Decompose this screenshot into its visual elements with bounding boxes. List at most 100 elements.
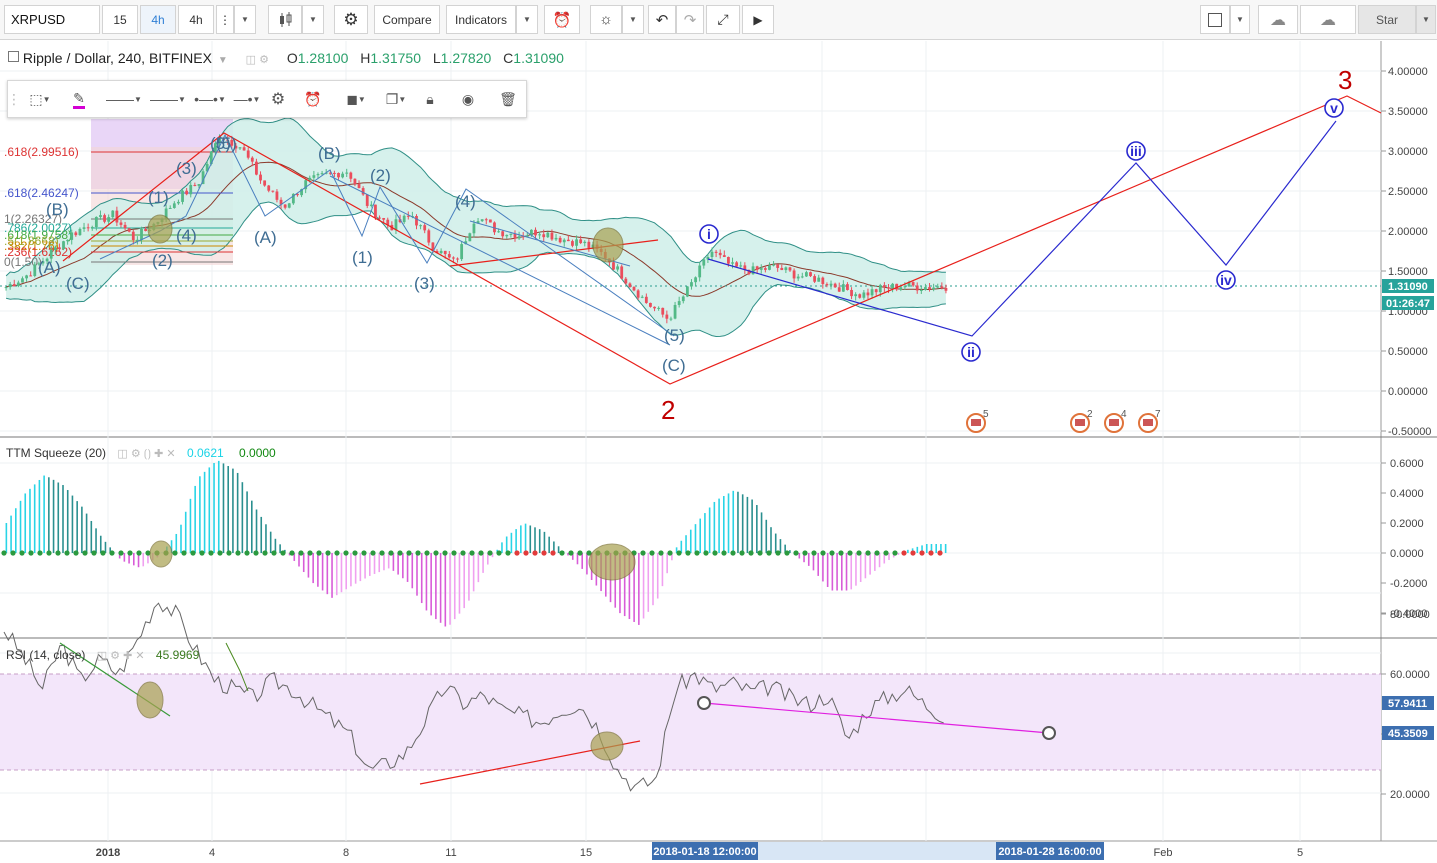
- chart-type-dropdown-icon[interactable]: ▼: [302, 5, 324, 34]
- play-replay-icon[interactable]: ▶: [742, 5, 774, 34]
- chart-canvas[interactable]: .618(2.99516) .618(2.46247) 1(2.26327).786…: [0, 41, 1437, 863]
- candle-body: [788, 267, 792, 271]
- lightbulb-icon[interactable]: ☼: [590, 5, 622, 34]
- low-label: L: [432, 50, 441, 66]
- title-dropdown-icon[interactable]: ▼: [217, 55, 228, 66]
- x-tick-label: 15: [580, 847, 592, 859]
- line-style-icon[interactable]: —— ▼: [106, 91, 142, 107]
- rsi-y-tick-label: 20.0000: [1390, 789, 1430, 801]
- candle-body: [267, 185, 271, 191]
- star-button[interactable]: Star: [1358, 5, 1416, 34]
- layout-square-icon[interactable]: [1200, 5, 1230, 34]
- alert-clock-icon[interactable]: ⏰: [544, 5, 580, 34]
- star-dropdown-icon[interactable]: ▼: [1416, 5, 1436, 34]
- circled-wave-marker: [1126, 141, 1146, 161]
- wave-label: (2): [152, 251, 173, 270]
- rsi-badge-2-text: 45.3509: [1388, 728, 1428, 740]
- ideas-dropdown-icon[interactable]: ▼: [622, 5, 644, 34]
- visual-order-icon[interactable]: ◼ ▼: [346, 90, 366, 107]
- cloud-load-icon[interactable]: ☁: [1300, 5, 1356, 34]
- line-width-icon[interactable]: —— ▼: [150, 91, 186, 107]
- candle-body: [369, 204, 373, 206]
- ttm-squeeze-dot: [361, 550, 367, 556]
- ttm-squeeze-dot: [28, 550, 34, 556]
- layout-dropdown-icon[interactable]: ▼: [1230, 5, 1250, 34]
- ttm-squeeze-dot: [577, 550, 583, 556]
- candle-body: [685, 286, 689, 297]
- ttm-squeeze-dot: [919, 550, 925, 556]
- compare-button[interactable]: Compare: [374, 5, 440, 34]
- drawing-toolbar: ⋮ ⬚ ▼ ✎ —— ▼ —— ▼ •—• ▼ —• ▼ ⚙ ⏰ ◼ ▼ ❐ ▼ 🔒︎ ◉ 🗑…: [7, 80, 527, 118]
- cloud-save-icon[interactable]: ☁: [1258, 5, 1298, 34]
- candle-body: [476, 221, 480, 224]
- pencil-color-icon[interactable]: ✎: [64, 87, 94, 111]
- clone-icon[interactable]: ❐ ▼: [385, 90, 407, 107]
- candle-body: [127, 228, 131, 232]
- select-mode-icon[interactable]: ⬚ ▼: [29, 90, 51, 107]
- candle-body: [735, 262, 739, 267]
- candle-body: [21, 278, 24, 283]
- ttm-action-icons[interactable]: ◫ ⚙ ⟮⟯ ✚ ✕: [117, 448, 176, 460]
- x-highlight-text-1: 2018-01-18 12:00:00: [653, 846, 756, 858]
- candle-body: [201, 171, 205, 185]
- candle-body: [624, 278, 628, 284]
- lock-icon[interactable]: 🔒︎: [426, 90, 434, 107]
- interval-15-button[interactable]: 15: [102, 5, 138, 34]
- candles-icon[interactable]: [268, 5, 302, 34]
- candle-body: [644, 296, 648, 303]
- legend-action-icons[interactable]: ◫ ⚙: [245, 54, 269, 66]
- y-tick-label: 0.00000: [1388, 386, 1428, 398]
- rsi-action-icons[interactable]: ◫ ⚙ ✚ ✕: [96, 650, 145, 662]
- symbol-search-input[interactable]: XRPUSD: [4, 5, 100, 34]
- interval-dropdown-icon[interactable]: ▼: [234, 5, 256, 34]
- fullscreen-icon[interactable]: ⤢: [706, 5, 740, 34]
- interval-4h-button[interactable]: 4h: [178, 5, 214, 34]
- wave-label: (B): [46, 200, 69, 219]
- candle-body: [825, 284, 829, 286]
- candle-body: [275, 191, 279, 200]
- indicators-button[interactable]: Indicators: [446, 5, 516, 34]
- interval-4h-selected-button[interactable]: 4h: [140, 5, 176, 34]
- settings-gear-icon[interactable]: ⚙: [334, 5, 368, 34]
- line-dots-icon[interactable]: •—• ▼: [194, 91, 226, 107]
- candle-body: [82, 227, 86, 229]
- undo-icon[interactable]: ↶: [648, 5, 676, 34]
- open-value: 1.28100: [297, 50, 349, 66]
- candle-body: [94, 216, 98, 228]
- candle-body: [213, 143, 217, 152]
- drag-handle-icon[interactable]: ⋮: [7, 90, 21, 107]
- trash-icon[interactable]: 🗑︎: [499, 90, 517, 107]
- ttm-squeeze-dot: [370, 550, 376, 556]
- more-intervals-icon[interactable]: ⋮: [216, 5, 234, 34]
- rsi-anchor-point: [1042, 726, 1056, 740]
- ttm-squeeze-dot: [739, 550, 745, 556]
- rsi-anchor-point: [697, 696, 711, 710]
- y-tick-label: 3.00000: [1388, 146, 1428, 158]
- ttm-squeeze-dot: [694, 550, 700, 556]
- indicators-dropdown-icon[interactable]: ▼: [516, 5, 538, 34]
- candle-body: [312, 175, 316, 178]
- candle-body: [587, 241, 591, 248]
- candle-body: [402, 215, 406, 223]
- collapse-box-icon[interactable]: [8, 51, 19, 62]
- candle-body: [58, 247, 61, 250]
- drawing-alert-icon[interactable]: ⏰: [304, 90, 322, 107]
- candle-body: [99, 215, 102, 217]
- line-end-icon[interactable]: —• ▼: [233, 91, 261, 107]
- ttm-squeeze-dot: [721, 550, 727, 556]
- wave-label: (B): [318, 144, 341, 163]
- wave-label-2: 2: [661, 395, 675, 425]
- visibility-eye-icon[interactable]: ◉: [461, 90, 475, 107]
- ttm-squeeze-dot: [676, 550, 682, 556]
- candle-body: [271, 190, 275, 192]
- drawing-settings-gear-icon[interactable]: ⚙: [270, 91, 286, 108]
- wave-label: (5): [210, 134, 231, 153]
- ttm-squeeze-dot: [793, 550, 799, 556]
- candle-body: [903, 286, 907, 288]
- ttm-squeeze-dot: [415, 550, 421, 556]
- ttm-squeeze-dot: [379, 550, 385, 556]
- ttm-squeeze-dot: [469, 550, 475, 556]
- candle-body: [49, 250, 53, 259]
- redo-icon[interactable]: ↷: [676, 5, 704, 34]
- ttm-y-tick-label: 0.2000: [1390, 518, 1424, 530]
